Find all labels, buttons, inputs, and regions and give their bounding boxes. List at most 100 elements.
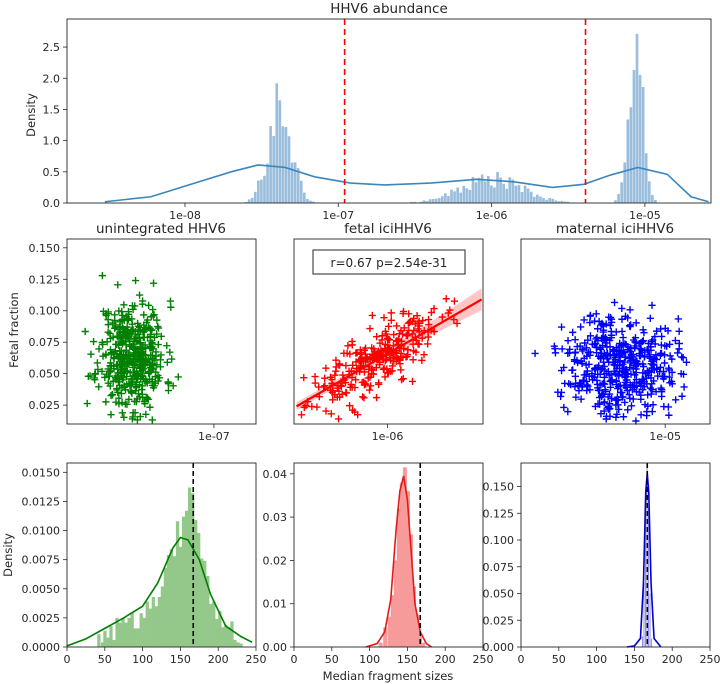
scatter-point	[623, 370, 631, 378]
panel-frag-maternal: 0.000 0.025 0.050 0.075 0.100 0.125 0.150 0 50 10…	[483, 462, 720, 666]
scatter-point	[360, 394, 368, 402]
frag-ytick-label: 0.03	[263, 511, 288, 524]
scatter-point	[640, 352, 649, 361]
scatter-point	[130, 337, 138, 346]
scatter-point	[569, 328, 577, 336]
scatter-point	[129, 409, 137, 417]
scatter-point	[339, 371, 347, 379]
scatter-point	[328, 375, 336, 384]
scatter-point	[329, 396, 337, 404]
histogram-bar	[414, 614, 419, 647]
scatter-2-xtick-label: 1e-05	[649, 430, 681, 443]
scatter-ytick-label: 0.125	[29, 273, 61, 286]
scatter-point	[163, 342, 171, 350]
scatter-point	[630, 336, 638, 344]
histogram-bar	[139, 613, 143, 647]
scatter-point	[581, 339, 589, 347]
histogram-bar	[465, 188, 469, 203]
scatter-point	[368, 311, 376, 320]
histogram-bar	[203, 560, 207, 647]
histogram-bar	[422, 200, 426, 203]
scatter-point	[385, 322, 393, 330]
scatter-point	[597, 345, 605, 353]
scatter-point	[365, 386, 374, 394]
scatter-point	[672, 396, 680, 404]
scatter-point	[94, 365, 102, 374]
frag-xtick-label: 250	[473, 653, 494, 666]
scatter-point	[438, 313, 446, 321]
scatter-point	[138, 382, 146, 390]
scatter-point	[638, 337, 647, 346]
scatter-point	[620, 364, 628, 372]
scatter-point	[332, 363, 340, 371]
histogram-bar	[118, 622, 122, 647]
scatter-point	[128, 315, 136, 323]
histogram-bar	[405, 491, 410, 647]
scatter-point	[148, 364, 156, 372]
scatter-point	[126, 382, 134, 390]
frag-xtick-label: 150	[624, 653, 645, 666]
histogram-bar	[511, 179, 515, 203]
scatter-ytick-label: 0.025	[29, 399, 61, 412]
scatter-point	[102, 398, 110, 406]
scatter-point	[120, 413, 128, 421]
histogram-bar	[523, 185, 527, 203]
histogram-bar	[169, 549, 174, 647]
histogram-bar	[390, 595, 395, 647]
scatter-point	[120, 301, 128, 309]
scatter-point	[370, 345, 378, 353]
frag-ytick-label: 0.00	[263, 641, 288, 654]
panel-scatter-maternal: maternal iciHHV6 1e-05	[520, 221, 711, 443]
scatter-point	[166, 297, 175, 305]
scatter-point	[107, 367, 115, 375]
histogram-bar	[112, 640, 116, 647]
scatter-point	[139, 297, 147, 305]
scatter-point	[420, 351, 428, 359]
scatter-point	[415, 317, 423, 325]
histogram-bar	[641, 636, 643, 647]
scatter-point	[345, 402, 354, 410]
scatter-point	[606, 383, 615, 391]
scatter-point	[342, 389, 351, 397]
histogram-bar	[419, 201, 423, 203]
scatter-point	[660, 351, 669, 359]
histogram-bar	[383, 627, 388, 647]
histogram-bar	[121, 617, 125, 647]
scatter-point	[151, 379, 159, 387]
histogram-bar	[626, 119, 630, 203]
scatter-point	[580, 377, 588, 385]
histogram-bar	[224, 624, 228, 647]
scatter-point	[119, 324, 127, 332]
histogram-bar	[151, 596, 155, 647]
histogram-bar	[646, 467, 648, 647]
histogram-bar	[444, 193, 447, 203]
histogram-bar	[474, 182, 478, 203]
scatter-point	[150, 333, 159, 342]
histogram-bar	[260, 179, 263, 203]
scatter-point	[381, 327, 390, 335]
scatter-point	[352, 376, 360, 384]
scatter-point	[594, 325, 602, 333]
top-xtick-label: 1e-05	[629, 209, 661, 222]
scatter-point	[610, 298, 619, 307]
scatter-point	[569, 366, 577, 374]
scatter-point	[571, 336, 579, 344]
scatter-point	[311, 372, 319, 381]
histogram-bar	[532, 196, 536, 203]
scatter-point	[348, 337, 356, 346]
scatter-point	[560, 403, 568, 412]
histogram-bar	[266, 163, 269, 203]
scatter-point	[95, 383, 103, 391]
scatter-point	[651, 340, 659, 348]
scatter-point	[145, 369, 153, 377]
scatter-point	[405, 318, 414, 327]
histogram-bar	[566, 201, 570, 203]
scatter-point	[571, 349, 579, 357]
top-ylabel: Density	[24, 93, 38, 137]
scatter-point	[626, 306, 634, 314]
scatter-point	[110, 355, 118, 363]
scatter-point	[668, 377, 676, 385]
frag-ytick-label: 0.0050	[22, 583, 61, 596]
scatter-point	[362, 353, 371, 361]
scatter-point	[130, 373, 139, 381]
